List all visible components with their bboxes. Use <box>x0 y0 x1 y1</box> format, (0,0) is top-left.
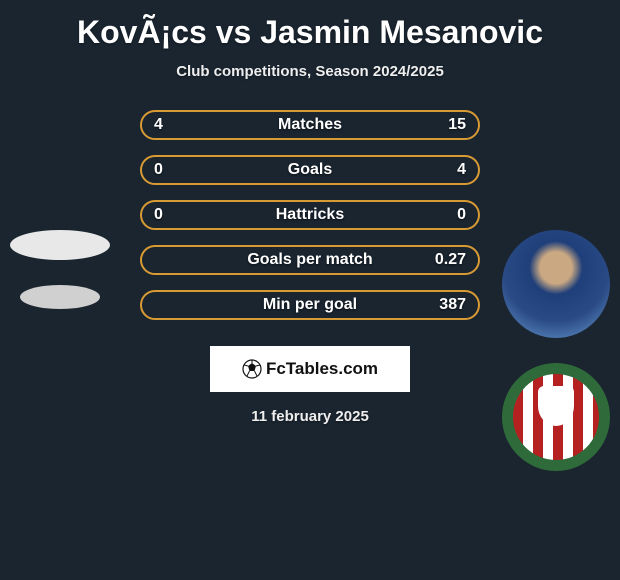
player-left-column <box>10 230 110 309</box>
stats-rows: 4 Matches 15 0 Goals 4 0 Hattricks 0 Goa… <box>140 110 480 320</box>
stat-row: 0 Hattricks 0 <box>140 200 480 230</box>
stat-right-value: 387 <box>439 296 466 314</box>
stat-label: Matches <box>142 116 478 134</box>
club-left-badge-placeholder <box>20 285 100 309</box>
club-badge-crest <box>538 386 574 426</box>
stat-label: Goals <box>142 161 478 179</box>
stat-right-value: 4 <box>457 161 466 179</box>
fctables-label: FcTables.com <box>266 359 378 379</box>
subtitle: Club competitions, Season 2024/2025 <box>0 63 620 80</box>
stat-row: Goals per match 0.27 <box>140 245 480 275</box>
comparison-content: 4 Matches 15 0 Goals 4 0 Hattricks 0 Goa… <box>0 110 620 425</box>
stat-row: 0 Goals 4 <box>140 155 480 185</box>
stat-right-value: 0 <box>457 206 466 224</box>
stat-row: 4 Matches 15 <box>140 110 480 140</box>
stat-label: Min per goal <box>142 296 478 314</box>
soccer-ball-icon <box>242 359 262 379</box>
fctables-watermark: FcTables.com <box>210 346 410 392</box>
stat-right-value: 0.27 <box>435 251 466 269</box>
player-right-column <box>502 230 610 471</box>
stat-label: Hattricks <box>142 206 478 224</box>
player-right-avatar <box>502 230 610 338</box>
stat-row: Min per goal 387 <box>140 290 480 320</box>
player-left-avatar-placeholder <box>10 230 110 260</box>
stat-label: Goals per match <box>142 251 478 269</box>
club-right-badge <box>502 363 610 471</box>
stat-right-value: 15 <box>448 116 466 134</box>
page-title: KovÃ¡cs vs Jasmin Mesanovic <box>0 0 620 51</box>
